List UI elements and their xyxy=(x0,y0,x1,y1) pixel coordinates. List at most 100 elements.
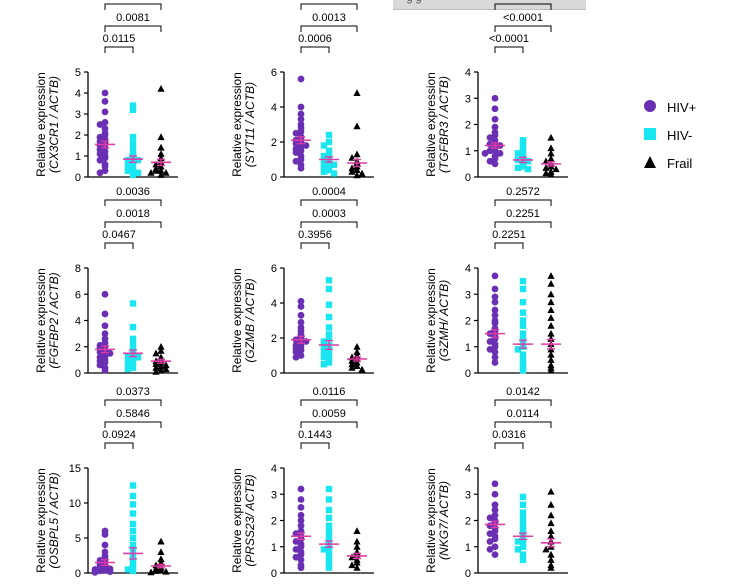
y-axis-title: Relative expression xyxy=(424,268,438,373)
p-value-label: 0.1443 xyxy=(298,429,332,441)
data-point xyxy=(157,346,165,354)
data-point xyxy=(124,566,132,573)
data-point xyxy=(519,493,527,501)
data-point xyxy=(519,139,527,147)
p-value-label: 0.0316 xyxy=(492,429,526,441)
data-point xyxy=(134,157,142,164)
y-tick-label: 2 xyxy=(465,120,471,132)
y-axis-title: Relative expression xyxy=(34,268,48,373)
data-point xyxy=(101,366,109,374)
data-point xyxy=(481,149,489,157)
top-partial-banner: g g xyxy=(393,0,586,10)
data-point xyxy=(320,152,328,160)
y-axis-title: Relative expression xyxy=(34,468,48,573)
data-point xyxy=(486,530,494,538)
y-axis-gene-label: (GZMB / ACTB) xyxy=(243,278,257,362)
data-point xyxy=(348,561,356,569)
data-point xyxy=(491,348,499,356)
y-tick-label: 8 xyxy=(75,263,81,275)
data-point xyxy=(491,319,499,327)
data-point xyxy=(157,555,165,562)
significance-bracket xyxy=(494,3,552,10)
data-point xyxy=(292,140,300,148)
data-point xyxy=(486,345,494,353)
y-tick-label: 3 xyxy=(465,93,471,105)
data-point xyxy=(491,94,499,102)
data-point xyxy=(547,556,555,563)
significance-bracket xyxy=(104,421,162,428)
significance-bracket xyxy=(104,399,162,406)
data-point xyxy=(297,115,305,123)
data-point xyxy=(547,272,555,279)
data-point xyxy=(157,133,165,141)
data-point xyxy=(519,556,527,564)
data-point xyxy=(96,169,104,177)
data-point xyxy=(292,149,300,156)
data-point xyxy=(491,353,499,361)
data-point xyxy=(491,123,499,131)
y-tick-label: 0 xyxy=(75,368,81,380)
y-axis-title: Relative expression xyxy=(424,468,438,573)
y-tick-label: 1 xyxy=(465,146,471,158)
data-point xyxy=(320,350,328,357)
data-point xyxy=(486,514,494,522)
data-point xyxy=(129,557,137,564)
data-point xyxy=(129,133,137,141)
data-point xyxy=(129,335,137,343)
panel-cx3cr1: 0 1 2 3 4 5 Relative expression (CX3CR1 / ACTB)… xyxy=(34,0,178,184)
panel-fgfbp2: 0 2 4 6 8 Relative expression (FGFBP2 / ACTB) 0… xyxy=(34,186,178,380)
data-point xyxy=(491,160,499,168)
p-value-label: <0.0001 xyxy=(503,0,543,2)
data-point xyxy=(129,340,137,348)
data-point xyxy=(547,350,555,358)
data-point xyxy=(297,103,305,111)
y-tick-label: 2 xyxy=(271,516,277,528)
data-point xyxy=(348,167,356,175)
panel-osbpl5: 0 5 10 15 Relative expression (OSBPL5 / ACTB)… xyxy=(34,386,178,580)
data-point xyxy=(292,530,300,538)
significance-bracket xyxy=(494,242,524,249)
data-point xyxy=(129,567,137,575)
data-point xyxy=(353,166,361,173)
y-tick-label: 0 xyxy=(271,368,277,380)
data-point xyxy=(547,500,555,508)
legend-label: HIV+ xyxy=(667,99,697,115)
data-point xyxy=(358,169,366,177)
y-tick-label: 3 xyxy=(75,109,81,121)
data-point xyxy=(157,342,165,350)
significance-bracket xyxy=(494,46,524,53)
p-value-label: 0.0036 xyxy=(116,186,150,198)
p-value-label: 0.3956 xyxy=(298,229,332,241)
data-point xyxy=(491,285,499,293)
data-point xyxy=(486,157,494,165)
p-value-label: 0.0114 xyxy=(507,408,540,420)
data-point xyxy=(325,285,333,293)
significance-bracket xyxy=(104,46,134,53)
data-point xyxy=(152,360,160,367)
significance-bracket xyxy=(104,242,134,249)
data-point xyxy=(124,161,132,168)
data-point xyxy=(129,527,137,535)
data-point xyxy=(491,490,499,498)
data-point xyxy=(147,568,155,576)
data-point xyxy=(547,133,555,141)
data-point xyxy=(297,551,305,559)
data-point xyxy=(491,147,499,155)
data-point xyxy=(542,545,550,553)
data-point xyxy=(330,161,338,168)
p-value-label: 0.0467 xyxy=(102,229,136,241)
data-point xyxy=(157,566,165,574)
data-point xyxy=(101,98,109,105)
data-point xyxy=(519,543,527,550)
data-point xyxy=(353,537,361,545)
data-point xyxy=(353,542,361,550)
p-value-label: 0.0004 xyxy=(312,186,346,198)
data-point xyxy=(348,363,356,371)
y-tick-label: 5 xyxy=(75,533,81,545)
data-point xyxy=(353,171,361,179)
data-point xyxy=(547,563,555,571)
data-point xyxy=(491,511,499,519)
data-point xyxy=(157,85,165,92)
data-point xyxy=(325,334,333,342)
